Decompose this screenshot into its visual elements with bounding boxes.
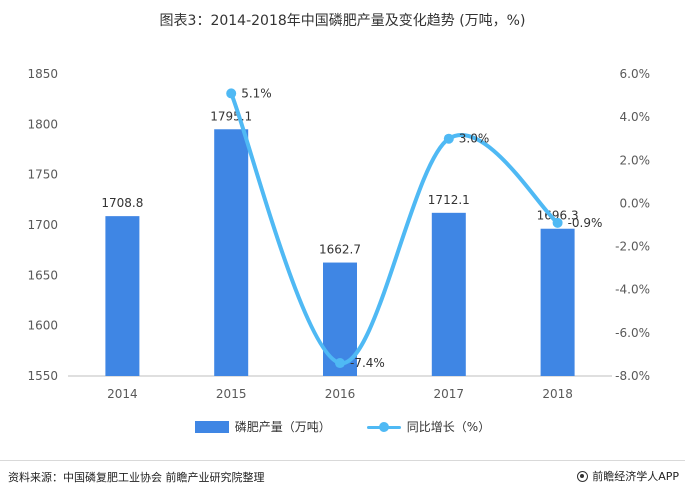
- y-right-tick-label: -4.0%: [615, 283, 650, 297]
- y-right-tick-label: 0.0%: [620, 196, 651, 210]
- bar: [214, 129, 249, 376]
- legend-bar-swatch: [194, 420, 229, 433]
- bar: [431, 212, 466, 376]
- brand-logo-icon: [577, 470, 589, 482]
- x-tick-label: 2014: [107, 387, 138, 401]
- y-left-tick-label: 1550: [27, 369, 58, 383]
- chart-title: 图表3：2014-2018年中国磷肥产量及变化趋势 (万吨，%): [159, 13, 526, 29]
- growth-data-label: -7.4%: [350, 356, 385, 370]
- x-tick-label: 2015: [216, 387, 247, 401]
- x-tick-label: 2018: [542, 387, 573, 401]
- brand: 前瞻经济学人APP: [577, 468, 679, 484]
- y-right-tick-label: 6.0%: [620, 67, 651, 81]
- bar: [105, 216, 140, 376]
- x-tick-label: 2017: [434, 387, 465, 401]
- y-right-tick-label: -2.0%: [615, 240, 650, 254]
- legend-item-bar: 磷肥产量（万吨）: [194, 418, 331, 435]
- growth-point: [443, 133, 454, 144]
- bar-data-label: 1712.1: [428, 193, 470, 207]
- growth-data-label: -0.9%: [568, 216, 603, 230]
- growth-line: [229, 91, 560, 366]
- legend-item-line: 同比增长（%）: [366, 418, 491, 435]
- bar-data-label: 1795.1: [210, 109, 252, 123]
- y-right-tick-label: -8.0%: [615, 369, 650, 383]
- y-left-tick-label: 1700: [27, 218, 58, 232]
- y-left-tick-label: 1650: [27, 268, 58, 282]
- x-tick-label: 2016: [325, 387, 356, 401]
- growth-point: [552, 217, 563, 228]
- bar: [540, 228, 575, 376]
- y-right-tick-label: 4.0%: [620, 110, 651, 124]
- growth-data-label: 5.1%: [241, 86, 272, 100]
- growth-point: [335, 358, 345, 369]
- y-right-tick-label: 2.0%: [620, 153, 651, 167]
- bar-data-label: 1708.8: [101, 196, 143, 210]
- legend-line-swatch: [366, 421, 401, 433]
- y-right-tick-label: -6.0%: [615, 326, 650, 340]
- growth-data-label: 3.0%: [459, 132, 490, 146]
- source-note: 资料来源：中国磷复肥工业协会 前瞻产业研究院整理: [8, 471, 265, 484]
- legend-line-label: 同比增长（%）: [406, 420, 491, 434]
- growth-point: [226, 88, 237, 99]
- bar-data-label: 1662.7: [319, 243, 361, 257]
- y-left-tick-label: 1750: [27, 168, 58, 182]
- y-left-tick-label: 1850: [27, 67, 58, 81]
- legend-bar-label: 磷肥产量（万吨）: [234, 420, 331, 434]
- legend: 磷肥产量（万吨） 同比增长（%）: [0, 418, 685, 435]
- footer-divider: [0, 460, 685, 461]
- y-left-tick-label: 1600: [27, 319, 58, 333]
- y-left-tick-label: 1800: [27, 117, 58, 131]
- brand-name: 前瞻经济学人APP: [592, 470, 679, 483]
